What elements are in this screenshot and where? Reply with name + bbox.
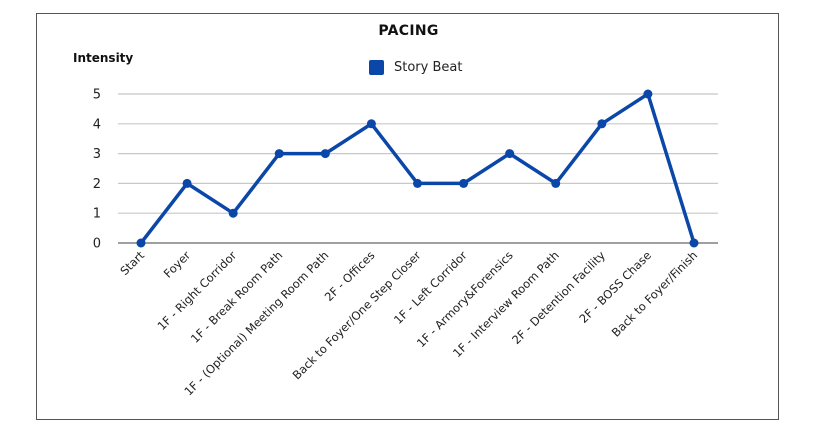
y-axis-ticks: 0 1 2 3 4 5 <box>93 88 101 252</box>
gridlines <box>118 93 718 244</box>
y-tick-label: 5 <box>93 88 101 103</box>
data-point[interactable] <box>689 238 699 248</box>
x-tick-label: 2F - Detention Facility <box>509 248 608 347</box>
y-tick-label: 0 <box>93 237 101 252</box>
y-tick-label: 2 <box>93 177 101 192</box>
y-tick-label: 4 <box>93 117 101 132</box>
data-point[interactable] <box>228 208 238 218</box>
data-point[interactable] <box>459 178 469 188</box>
x-tick-label: 1F - Break Room Path <box>188 248 285 345</box>
x-tick-label: Back to Foyer/Finish <box>609 248 700 339</box>
data-point[interactable] <box>274 149 284 159</box>
data-point[interactable] <box>182 178 192 188</box>
data-point[interactable] <box>366 119 376 129</box>
y-axis-label: Intensity <box>73 51 134 65</box>
y-tick-label: 1 <box>93 207 101 222</box>
x-tick-label: Foyer <box>161 248 194 281</box>
data-point[interactable] <box>136 238 146 248</box>
x-tick-label: 1F - Right Corridor <box>154 248 239 333</box>
legend: Story Beat <box>369 60 462 75</box>
legend-label: Story Beat <box>394 60 463 75</box>
data-point[interactable] <box>505 149 515 159</box>
data-point[interactable] <box>597 119 607 129</box>
series-line <box>139 92 696 245</box>
data-point[interactable] <box>551 178 561 188</box>
legend-swatch-icon <box>369 60 384 75</box>
data-point[interactable] <box>643 89 653 99</box>
y-tick-label: 3 <box>93 147 101 162</box>
data-point[interactable] <box>320 149 330 159</box>
series-story-beat <box>136 89 699 248</box>
data-point[interactable] <box>413 178 422 188</box>
x-tick-label: Start <box>117 248 147 278</box>
chart-title: PACING <box>378 23 439 39</box>
